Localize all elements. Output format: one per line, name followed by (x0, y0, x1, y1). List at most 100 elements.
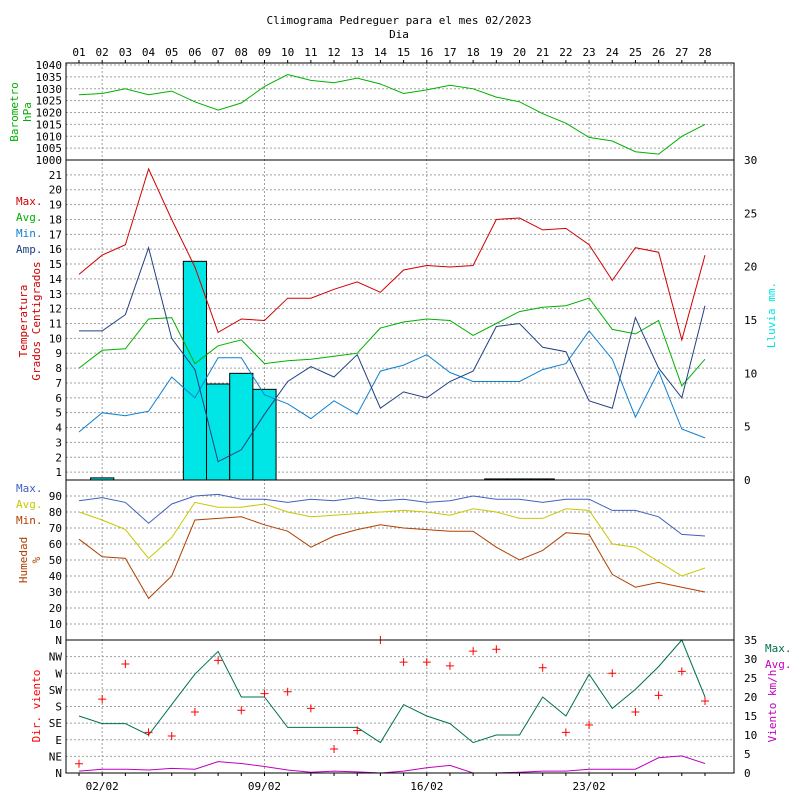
temperature-tick-label: 8 (55, 362, 62, 375)
temperature-tick-label: 20 (49, 184, 62, 197)
temperature-legend-entry: Avg. (16, 211, 43, 224)
day-tick-label: 20 (513, 46, 526, 59)
rain-tick-label: 10 (744, 367, 757, 380)
day-tick-label: 18 (467, 46, 480, 59)
humidity-legend-entry: Avg. (16, 498, 43, 511)
temperature-tick-label: 5 (55, 407, 62, 420)
day-tick-label: 12 (327, 46, 340, 59)
wind-direction-marker (700, 696, 709, 705)
wind-direction-marker (283, 687, 292, 696)
rain-axis-label: Lluvia mm. (765, 282, 778, 348)
rain-bar (229, 372, 254, 481)
humidity-tick-label: 80 (49, 506, 62, 519)
humidity-legend-entry: Min. (16, 514, 43, 527)
humidity-axis-label-line: Humedad (17, 537, 30, 583)
axis-text-layer: 01 02 03 04 05 06 07 08 09 10 11 12 13 14 15 16 17 18 19 20… (8, 46, 792, 793)
wind-speed-tick-label: 0 (744, 767, 751, 780)
day-tick-label: 02 (96, 46, 109, 59)
date-tick-label: 16/02 (410, 780, 443, 793)
wind-direction-marker (167, 732, 176, 741)
temperature-tick-label: 21 (49, 169, 62, 182)
rain-tick-label: 0 (744, 474, 751, 487)
humidity-tick-label: 90 (49, 490, 62, 503)
wind-speed-tick-label: 5 (744, 748, 751, 761)
wind-direction-marker (445, 661, 454, 670)
day-tick-label: 13 (351, 46, 364, 59)
wind-direction-marker (585, 720, 594, 729)
temperature-min-line (78, 330, 706, 439)
wind-speed-tick-label: 30 (744, 653, 757, 666)
humidity-tick-label: 40 (49, 570, 62, 583)
day-tick-label: 09 (258, 46, 271, 59)
humidity-max-line (78, 493, 706, 537)
day-tick-label: 11 (304, 46, 317, 59)
day-tick-label: 19 (490, 46, 503, 59)
temperature-tick-label: 18 (49, 213, 62, 226)
rain-tick-label: 15 (744, 314, 757, 327)
wind-direction-marker (399, 658, 408, 667)
day-tick-label: 05 (165, 46, 178, 59)
temperature-tick-label: 3 (55, 436, 62, 449)
wind-direction-marker (422, 658, 431, 667)
wind-direction-marker (121, 660, 130, 669)
temperature-tick-label: 13 (49, 288, 62, 301)
day-tick-label: 14 (374, 46, 388, 59)
humidity-min-line (78, 516, 706, 600)
wind-speed-tick-label: 10 (744, 729, 757, 742)
temperature-tick-label: 14 (49, 273, 63, 286)
temperature-amp-line (79, 245, 706, 463)
barometer-tick-label: 1010 (36, 130, 63, 143)
chart-title: Climograma Pedreguer para el mes 02/2023 (267, 14, 532, 27)
wind-direction-marker (469, 647, 478, 656)
day-tick-label: 22 (559, 46, 572, 59)
humidity-axis-label-line: % (30, 556, 43, 563)
wind-direction-marker (561, 728, 570, 737)
day-tick-label: 01 (72, 46, 85, 59)
wind-direction-tick-label: NE (49, 750, 62, 763)
wind-direction-marker (214, 656, 223, 665)
temperature-avg-line (78, 297, 706, 387)
series-layer (75, 73, 709, 774)
panel-frames-layer (65, 60, 735, 776)
day-tick-label: 25 (629, 46, 642, 59)
day-tick-label: 23 (582, 46, 595, 59)
date-tick-label: 09/02 (248, 780, 281, 793)
wind-direction-tick-label: SW (49, 684, 63, 697)
temperature-max-line (78, 167, 706, 342)
temperature-tick-label: 1 (55, 466, 62, 479)
wind-speed-tick-label: 15 (744, 710, 757, 723)
temperature-tick-label: 16 (49, 243, 62, 256)
temperature-tick-label: 12 (49, 303, 62, 316)
day-tick-label: 21 (536, 46, 549, 59)
temperature-tick-label: 9 (55, 347, 62, 360)
temperature-legend-entry: Max. (16, 195, 43, 208)
wind-direction-tick-label: E (55, 734, 62, 747)
barometer-tick-label: 1030 (36, 83, 63, 96)
day-tick-label: 15 (397, 46, 410, 59)
humidity-tick-label: 50 (49, 554, 62, 567)
wind-direction-marker (75, 759, 83, 768)
wind-direction-tick-label: SE (49, 717, 62, 730)
day-tick-label: 08 (235, 46, 248, 59)
wind-direction-tick-label: N (55, 767, 62, 780)
temperature-axis-label-line: Grados Centigrados (30, 261, 43, 380)
wind-max-line (78, 639, 706, 744)
temperature-legend-entry: Amp. (16, 243, 43, 256)
temperature-axis-label-line: Temperatura (17, 285, 30, 358)
temperature-tick-label: 4 (55, 422, 62, 435)
day-tick-label: 28 (698, 46, 711, 59)
temperature-axis-label: TemperaturaGrados Centigrados (17, 261, 43, 380)
wind-speed-tick-label: 35 (744, 634, 757, 647)
temperature-tick-label: 2 (55, 451, 62, 464)
temperature-tick-label: 11 (49, 318, 62, 331)
wind-direction-marker (330, 744, 339, 753)
barometer-axis-label-line: Barometro (8, 82, 21, 142)
wind-direction-tick-label: N (55, 634, 62, 647)
wind-direction-marker (260, 689, 269, 698)
wind-direction-marker (306, 704, 315, 713)
humidity-axis-label: Humedad% (17, 537, 43, 583)
barometer-tick-label: 1000 (36, 154, 63, 167)
wind-direction-marker (631, 708, 640, 717)
